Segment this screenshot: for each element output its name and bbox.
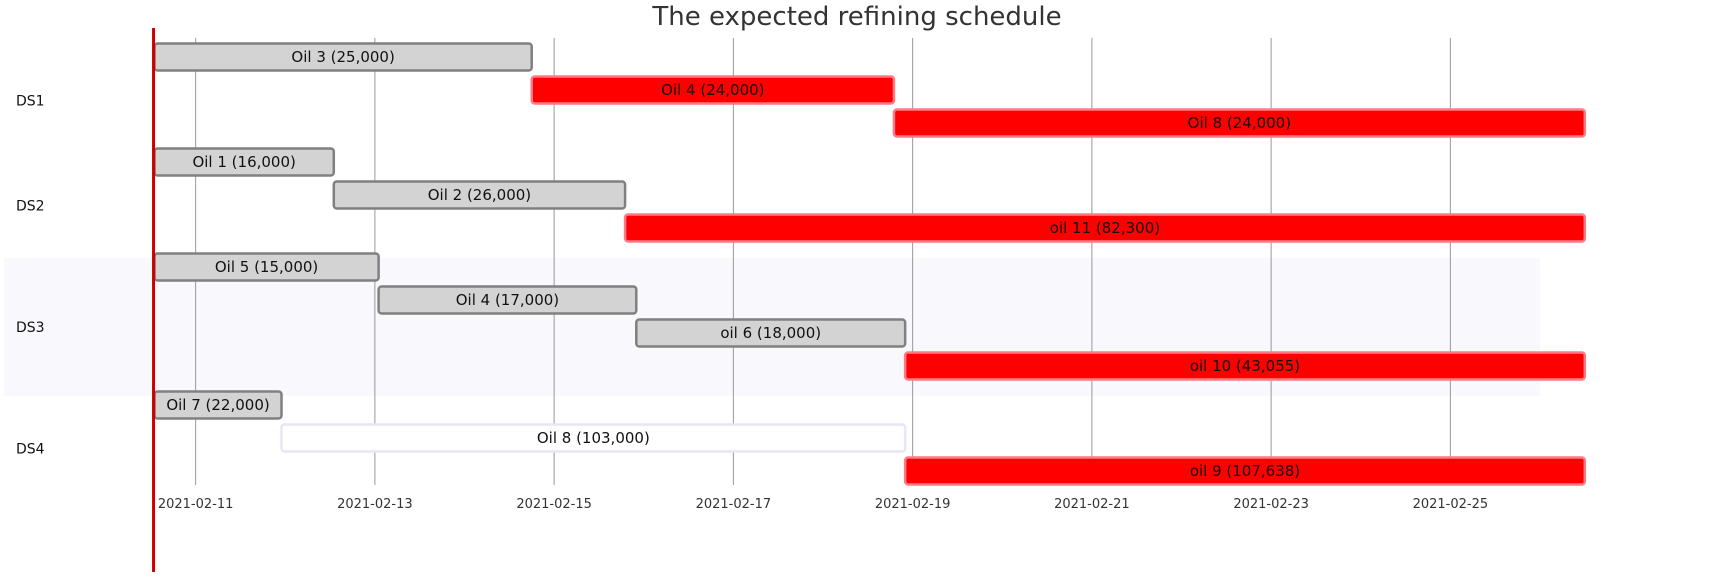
schedule-bar[interactable]: [903, 456, 1587, 486]
schedule-bar[interactable]: [623, 213, 1587, 243]
group-label-ds4: DS4: [16, 442, 45, 458]
schedule-bar-label: Oil 3 (25,000): [291, 48, 394, 66]
group-label-ds3: DS3: [16, 320, 45, 336]
schedule-bar-label: Oil 1 (16,000): [192, 153, 295, 171]
x-tick-labels: 2021-02-11 2021-02-13 2021-02-15 2021-02-17…: [158, 497, 1488, 512]
schedule-bar-label: Oil 8 (103,000): [537, 429, 650, 447]
schedule-bar[interactable]: [635, 318, 907, 348]
x-tick-label: 2021-02-21: [1054, 497, 1130, 512]
schedule-bars: Oil 3 (25,000) Oil 4 (24,000) Oil 8 (24,00…: [153, 42, 1587, 486]
schedule-bar-label: Oil 2 (26,000): [428, 186, 531, 204]
schedule-bar-label: Oil 7 (22,000): [166, 396, 269, 414]
group-label-ds1: DS1: [16, 94, 45, 110]
chart-title: The expected refining schedule: [652, 2, 1062, 32]
schedule-bar-label: Oil 5 (15,000): [215, 258, 318, 276]
x-tick-label: 2021-02-23: [1233, 497, 1309, 512]
x-tick-label: 2021-02-25: [1413, 497, 1489, 512]
group-label-ds2: DS2: [16, 199, 45, 215]
schedule-bar-label: Oil 4 (17,000): [456, 291, 559, 309]
group-labels: DS1 DS2 DS3 DS4: [16, 94, 45, 458]
schedule-bar-label: Oil 4 (24,000): [661, 81, 764, 99]
x-tick-label: 2021-02-17: [696, 497, 772, 512]
schedule-bar-label: Oil 8 (24,000): [1188, 114, 1291, 132]
schedule-bar-label: oil 9 (107,638): [1190, 462, 1300, 480]
x-tick-label: 2021-02-15: [516, 497, 592, 512]
schedule-bar[interactable]: [377, 285, 638, 315]
schedule-bar[interactable]: [903, 351, 1587, 381]
schedule-bar-label: oil 11 (82,300): [1050, 219, 1160, 237]
x-tick-label: 2021-02-11: [158, 497, 234, 512]
x-tick-label: 2021-02-13: [337, 497, 413, 512]
schedule-bar[interactable]: [530, 75, 896, 105]
x-tick-label: 2021-02-19: [875, 497, 951, 512]
schedule-bar[interactable]: [332, 180, 627, 210]
schedule-bar-label: oil 6 (18,000): [720, 324, 821, 342]
schedule-bar-label: oil 10 (43,055): [1190, 357, 1300, 375]
schedule-bar[interactable]: [892, 108, 1587, 138]
schedule-bar[interactable]: [280, 423, 907, 453]
